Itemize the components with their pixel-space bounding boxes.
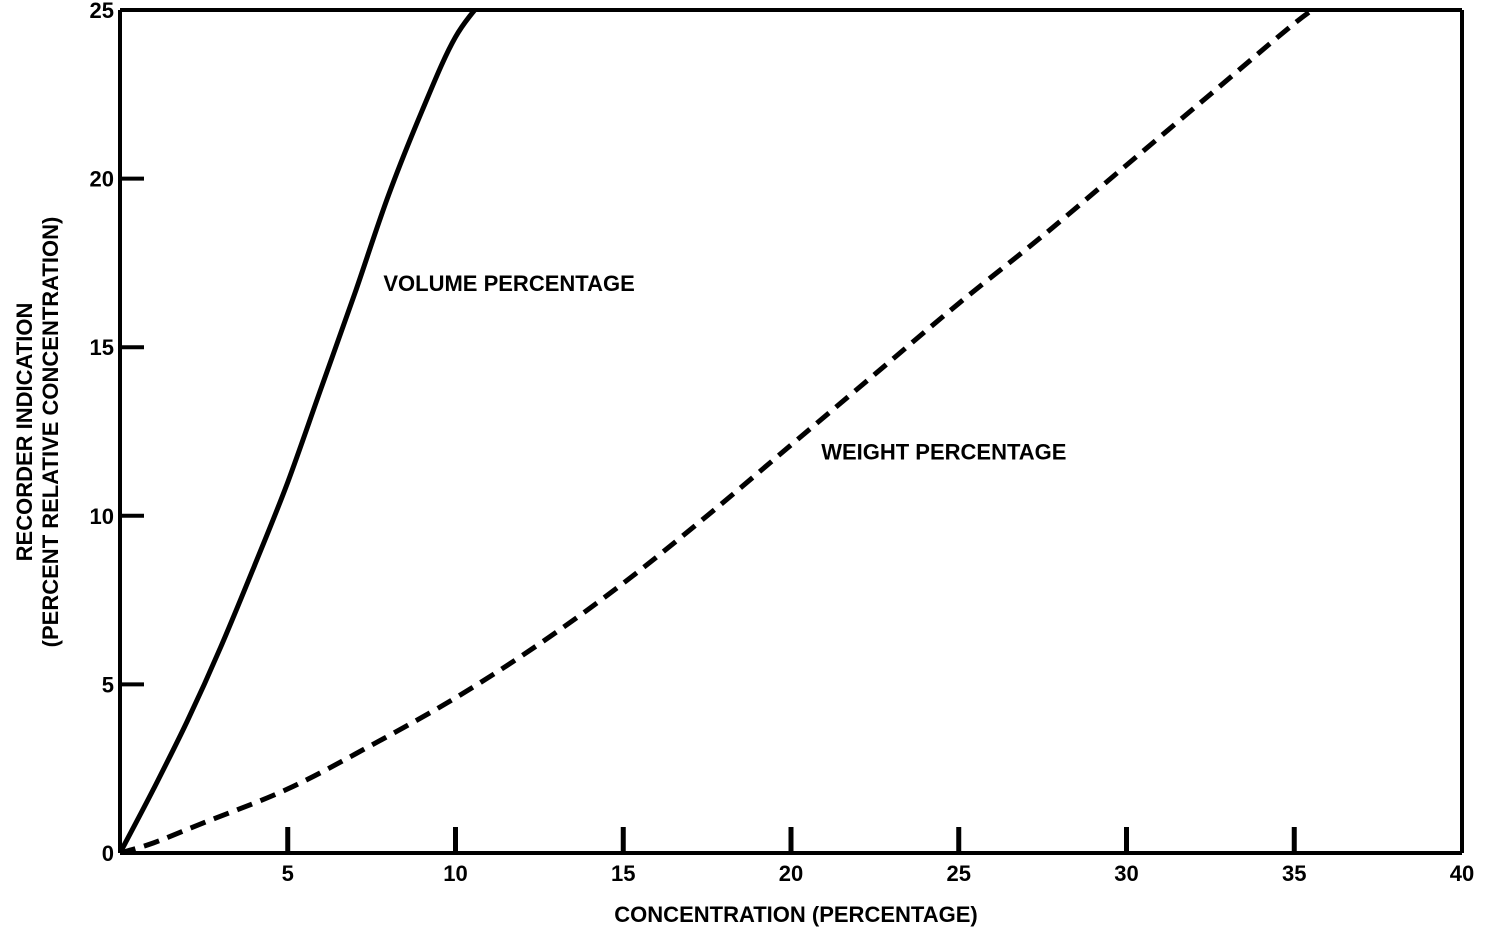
- x-tick-label: 5: [282, 861, 294, 886]
- x-tick-label: 35: [1282, 861, 1306, 886]
- x-tick-label: 40: [1450, 861, 1474, 886]
- series-label-weight: WEIGHT PERCENTAGE: [821, 440, 1066, 465]
- series-line-weight: [120, 10, 1317, 853]
- x-tick-label: 15: [611, 861, 635, 886]
- series-label-volume: VOLUME PERCENTAGE: [383, 271, 634, 296]
- y-axis-title-line2: (PERCENT RELATIVE CONCENTRATION): [38, 217, 63, 648]
- y-tick-label: 0: [102, 841, 114, 866]
- y-tick-label: 15: [90, 335, 114, 360]
- x-tick-label: 25: [947, 861, 971, 886]
- series-line-volume: [120, 10, 479, 853]
- y-tick-label: 20: [90, 167, 114, 192]
- y-axis-ticks: 0 5 10 15 20 25: [90, 0, 144, 866]
- x-tick-label: 10: [443, 861, 467, 886]
- x-axis-title: CONCENTRATION (PERCENTAGE): [614, 902, 977, 927]
- x-tick-label: 20: [779, 861, 803, 886]
- y-tick-label: 25: [90, 0, 114, 23]
- y-tick-label: 5: [102, 672, 114, 697]
- x-axis-ticks: 5 10 15 20 25 30 35 40: [282, 827, 1474, 886]
- plot-frame: [118, 8, 1464, 855]
- series-layer: [120, 10, 1317, 853]
- x-tick-label: 30: [1114, 861, 1138, 886]
- y-tick-label: 10: [90, 504, 114, 529]
- y-axis-title-line1: RECORDER INDICATION: [12, 303, 37, 562]
